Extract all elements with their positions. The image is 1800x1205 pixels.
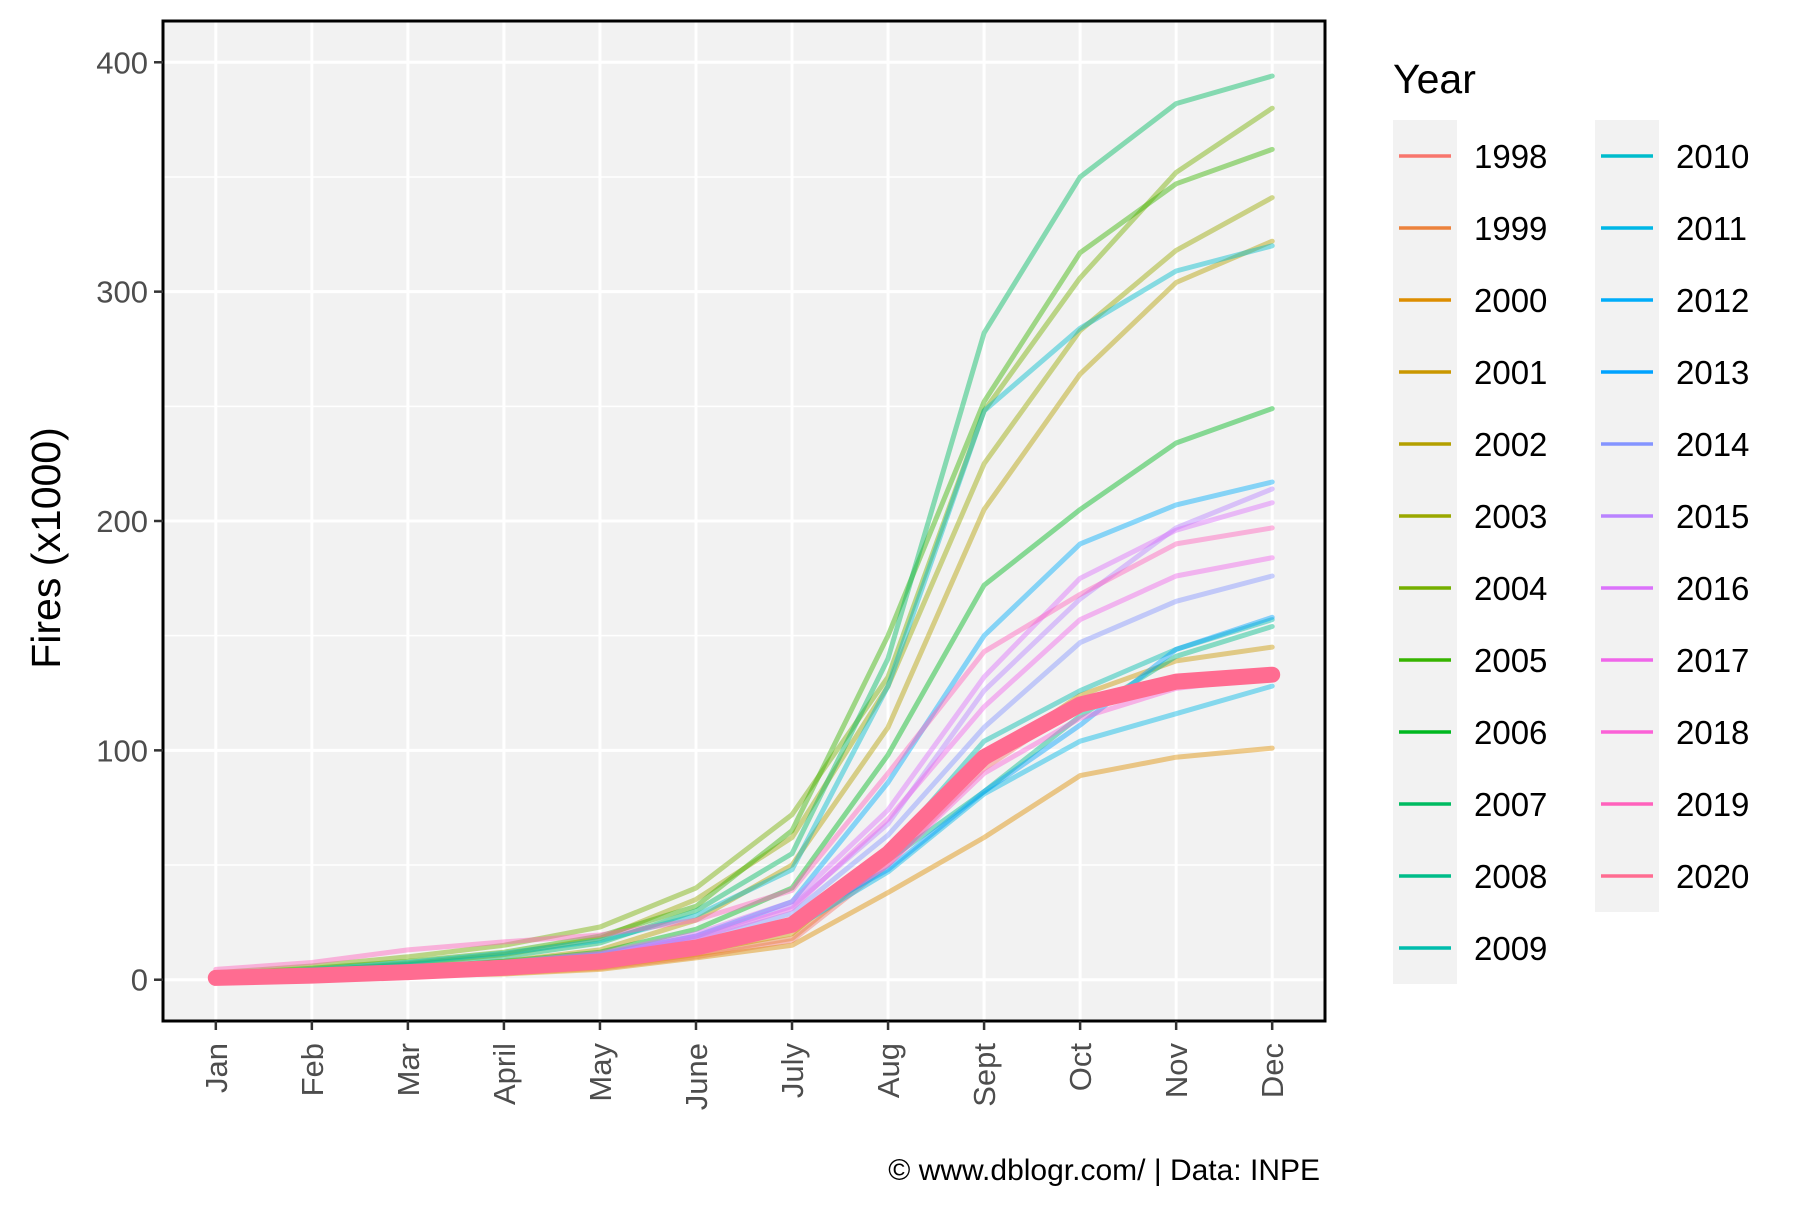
axis-layer: 0 100 200 300 400 Jan Feb Mar April May June July Au… xyxy=(96,45,1290,1110)
legend-title: Year xyxy=(1393,56,1476,102)
series-layer xyxy=(207,73,1281,986)
x-tick-label: May xyxy=(583,1043,618,1102)
legend-label-2002: 2002 xyxy=(1474,426,1547,463)
series-line-2005 xyxy=(213,146,1275,977)
x-tick-label: Oct xyxy=(1063,1043,1098,1092)
series-line-2019 xyxy=(213,525,1275,972)
x-tick-label: April xyxy=(487,1043,522,1105)
legend-label-2014: 2014 xyxy=(1676,426,1749,463)
x-tick-label: Dec xyxy=(1255,1043,1290,1098)
legend-key-background xyxy=(1393,120,1457,984)
series-line-2004 xyxy=(213,105,1275,976)
legend-label-2008: 2008 xyxy=(1474,858,1547,895)
legend-label-2010: 2010 xyxy=(1676,138,1749,175)
x-tick-label: Feb xyxy=(295,1043,330,1096)
y-tick-label: 100 xyxy=(96,733,148,768)
legend-label-2019: 2019 xyxy=(1676,786,1749,823)
caption: © www.dblogr.com/ | Data: INPE xyxy=(888,1154,1320,1187)
legend-label-2018: 2018 xyxy=(1676,714,1749,751)
x-tick-label: Aug xyxy=(871,1043,906,1098)
legend-label-2013: 2013 xyxy=(1676,354,1749,391)
series-line-2020 xyxy=(207,666,1281,986)
legend-label-2000: 2000 xyxy=(1474,282,1547,319)
legend-label-2015: 2015 xyxy=(1676,498,1749,535)
legend: Year 1998 1999 2000 2001 2002 2003 2004 2005 2006… xyxy=(1393,56,1749,984)
legend-label-2011: 2011 xyxy=(1676,210,1747,247)
y-axis-label: Fires (x1000) xyxy=(23,427,69,669)
y-tick-label: 0 xyxy=(131,963,148,998)
legend-label-2004: 2004 xyxy=(1474,570,1547,607)
legend-label-2006: 2006 xyxy=(1474,714,1547,751)
y-tick-label: 400 xyxy=(96,45,148,80)
legend-label-2020: 2020 xyxy=(1676,858,1749,895)
legend-label-1998: 1998 xyxy=(1474,138,1547,175)
legend-label-2016: 2016 xyxy=(1676,570,1749,607)
legend-label-2017: 2017 xyxy=(1676,642,1749,679)
x-tick-label: Nov xyxy=(1159,1043,1194,1099)
legend-label-2007: 2007 xyxy=(1474,786,1547,823)
legend-label-2012: 2012 xyxy=(1676,282,1749,319)
x-tick-label: Sept xyxy=(967,1043,1002,1107)
x-tick-label: Mar xyxy=(391,1043,426,1096)
legend-label-2009: 2009 xyxy=(1474,930,1547,967)
x-tick-label: Jan xyxy=(199,1043,234,1093)
legend-label-2005: 2005 xyxy=(1474,642,1547,679)
y-tick-label: 300 xyxy=(96,275,148,310)
x-tick-label: July xyxy=(775,1043,810,1099)
series-line-2010 xyxy=(213,243,1275,978)
legend-label-1999: 1999 xyxy=(1474,210,1547,247)
x-tick-label: June xyxy=(679,1043,714,1110)
legend-label-2001: 2001 xyxy=(1474,354,1547,391)
y-tick-label: 200 xyxy=(96,504,148,539)
legend-label-2003: 2003 xyxy=(1474,498,1547,535)
